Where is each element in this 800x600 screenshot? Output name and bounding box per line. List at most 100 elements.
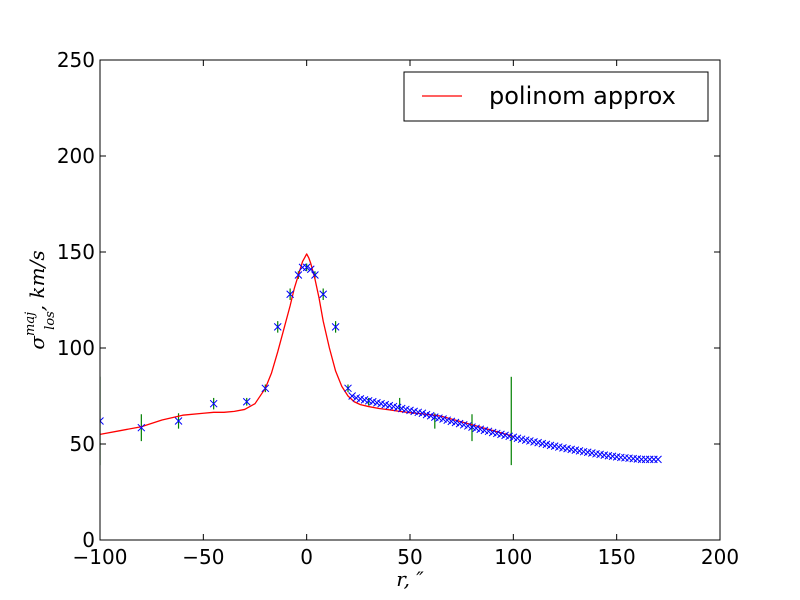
data-point-stroke: [311, 271, 319, 279]
data-point-stroke: [418, 409, 427, 418]
data-point-stroke: [356, 395, 365, 403]
data-point: [100, 417, 104, 425]
data-point-stroke: [352, 394, 361, 402]
data-point: [273, 323, 282, 331]
data-point-stroke: [592, 449, 600, 458]
data-point-stroke: [542, 440, 551, 449]
data-point-stroke: [484, 427, 493, 436]
data-point: [306, 265, 315, 274]
data-point-stroke: [559, 443, 567, 452]
data-point: [294, 271, 303, 279]
data-point-stroke: [526, 437, 534, 445]
x-axis-label: r, ″: [396, 567, 424, 591]
data-point: [209, 399, 218, 408]
data-point-stroke: [480, 426, 489, 435]
data-point-stroke: [517, 435, 526, 444]
legend: polinom approx: [403, 71, 709, 122]
data-point: [426, 411, 435, 420]
data-point-stroke: [439, 415, 447, 423]
data-point-stroke: [654, 455, 662, 464]
data-point-stroke: [422, 410, 431, 419]
data-point-stroke: [385, 401, 394, 410]
data-point-stroke: [530, 438, 538, 446]
data-point-stroke: [348, 392, 356, 400]
data-point: [654, 455, 662, 464]
y-tick-label: 100: [57, 336, 95, 360]
y-tick-label: 200: [57, 144, 95, 168]
data-point-stroke: [364, 396, 373, 405]
x-tick-label: 50: [397, 545, 422, 569]
data-point-stroke: [534, 438, 542, 447]
x-tick-label: −100: [73, 545, 128, 569]
data-point-stroke: [497, 430, 505, 439]
data-point-stroke: [302, 263, 311, 272]
data-point: [331, 323, 340, 331]
data-point-stroke: [633, 455, 642, 463]
data-point-stroke: [509, 433, 518, 442]
data-point-stroke: [402, 405, 410, 414]
data-point-stroke: [459, 420, 468, 429]
data-point-stroke: [306, 265, 315, 274]
data-point-stroke: [579, 447, 588, 456]
data-point-stroke: [550, 442, 559, 450]
y-axis-label-sup: maj: [23, 312, 38, 336]
data-point-stroke: [344, 384, 352, 393]
data-point-stroke: [612, 453, 621, 461]
data-point-stroke: [381, 400, 390, 409]
data-point-stroke: [501, 431, 509, 440]
data-point-stroke: [100, 420, 104, 425]
data-point-stroke: [368, 397, 377, 406]
data-point-stroke: [294, 271, 303, 279]
data-point-stroke: [616, 453, 625, 462]
data-point-stroke: [273, 323, 282, 331]
y-axis-label-sub: los: [43, 311, 58, 330]
data-point-stroke: [546, 441, 555, 450]
data-point-stroke: [492, 429, 501, 438]
x-tick-label: 200: [701, 545, 739, 569]
data-point-stroke: [455, 419, 464, 428]
data-point-stroke: [360, 395, 369, 404]
data-point-stroke: [174, 417, 183, 425]
x-tick-label: 0: [300, 545, 313, 569]
data-point-stroke: [406, 406, 414, 415]
legend-label: polinom approx: [489, 82, 676, 110]
data-point-stroke: [261, 384, 270, 393]
data-point-stroke: [583, 448, 592, 457]
data-point-stroke: [538, 439, 547, 448]
data-point: [261, 384, 270, 393]
data-point: [302, 263, 311, 272]
data-point-stroke: [377, 399, 385, 408]
data-point-stroke: [137, 423, 146, 432]
data-point-stroke: [414, 408, 423, 417]
data-point-stroke: [596, 450, 604, 459]
data-point: [348, 392, 356, 400]
data-point: [286, 290, 294, 299]
data-point-stroke: [209, 399, 218, 408]
y-axis-label-rest: , km/s: [25, 250, 49, 311]
data-point: [137, 423, 146, 432]
data-point-stroke: [608, 452, 617, 461]
data-point-stroke: [242, 397, 251, 406]
data-point: [242, 397, 251, 406]
data-point: [344, 384, 352, 393]
data-point-stroke: [513, 434, 522, 443]
data-point-stroke: [567, 445, 576, 454]
data-point: [174, 417, 183, 425]
data-point-stroke: [393, 403, 402, 412]
data-point-stroke: [629, 454, 638, 463]
data-point-stroke: [554, 443, 563, 451]
y-tick-label: 250: [57, 48, 95, 72]
data-point-stroke: [464, 422, 472, 430]
data-point-stroke: [604, 451, 613, 460]
data-point-stroke: [389, 402, 398, 411]
x-tick-label: −50: [182, 545, 224, 569]
data-point-stroke: [319, 290, 328, 299]
data-point: [319, 290, 328, 299]
data-point-stroke: [600, 451, 609, 459]
data-point-stroke: [435, 414, 443, 422]
data-point-stroke: [331, 323, 340, 331]
x-tick-label: 150: [598, 545, 636, 569]
data-point-stroke: [447, 417, 456, 426]
data-point-stroke: [476, 425, 485, 434]
